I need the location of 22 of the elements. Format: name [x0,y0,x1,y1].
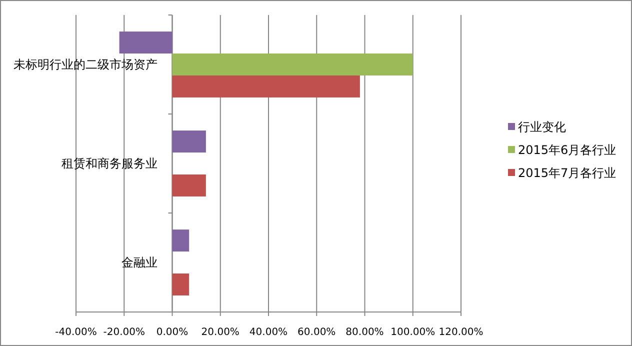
x-tick-label: 40.00% [249,327,288,338]
bar [172,230,190,252]
x-tick-label: 80.00% [346,327,384,338]
bar [172,75,360,98]
legend-label: 行业变化 [518,120,566,134]
bar [172,130,206,153]
bar [172,174,206,196]
x-tick-label: -20.00% [103,327,145,338]
bar [172,54,413,76]
y-tick-label: 未标明行业的二级市场资产 [13,58,158,72]
x-tick-label: 120.00% [438,327,484,338]
legend-label: 2015年7月各行业 [518,166,616,180]
x-tick-label: -40.00% [55,327,97,338]
bar [119,32,172,54]
bar [172,273,190,296]
legend-label: 2015年6月各行业 [518,143,616,157]
y-tick-label: 金融业 [121,256,158,270]
x-tick-label: 0.00% [156,327,188,338]
x-tick-label: 60.00% [298,327,336,338]
x-tick-label: 100.00% [390,327,436,338]
x-tick-label: 20.00% [201,327,240,338]
y-tick-label: 租赁和商务服务业 [61,156,158,170]
